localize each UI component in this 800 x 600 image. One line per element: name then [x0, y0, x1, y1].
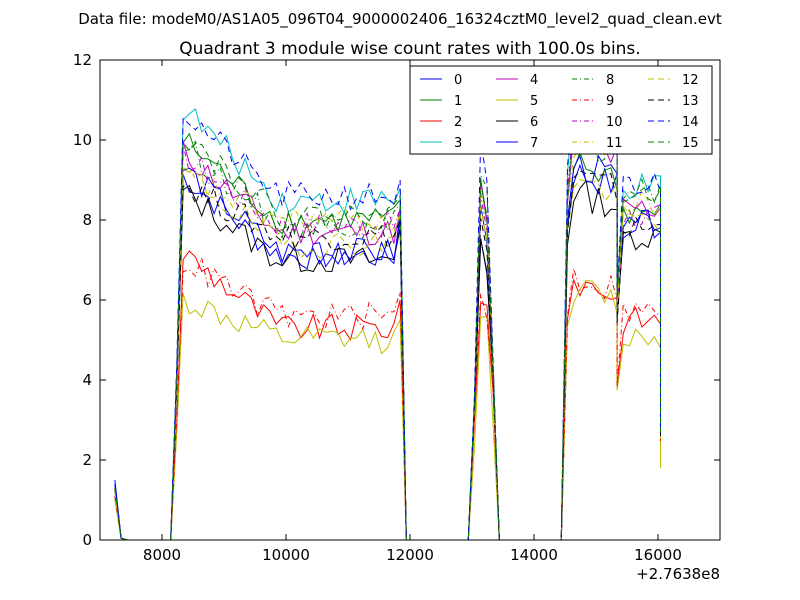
suptitle: Data file: modeM0/AS1A05_096T04_90000024…	[78, 10, 722, 29]
y-tick-label: 6	[82, 291, 92, 309]
x-tick-label: 16000	[634, 546, 682, 564]
series-line-6	[114, 179, 661, 540]
legend-label-10: 10	[606, 115, 623, 130]
legend-label-8: 8	[606, 73, 614, 88]
legend-label-11: 11	[606, 136, 623, 151]
legend-label-15: 15	[682, 136, 699, 151]
legend-label-5: 5	[530, 94, 538, 109]
series-line-13	[114, 170, 661, 540]
series-layer	[114, 89, 661, 540]
legend-label-1: 1	[454, 94, 462, 109]
y-tick-label: 0	[82, 531, 92, 549]
legend-label-9: 9	[606, 94, 614, 109]
series-line-15	[114, 129, 661, 540]
series-line-2	[114, 250, 661, 540]
y-tick-label: 4	[82, 371, 92, 389]
legend-label-0: 0	[454, 73, 462, 88]
chart-title: Quadrant 3 module wise count rates with …	[179, 39, 640, 59]
y-tick-label: 8	[82, 211, 92, 229]
legend-label-3: 3	[454, 136, 462, 151]
y-tick-label: 2	[82, 451, 92, 469]
legend-label-12: 12	[682, 73, 699, 88]
legend-label-4: 4	[530, 73, 538, 88]
x-tick-label: 12000	[386, 546, 434, 564]
series-line-12	[114, 168, 661, 540]
series-line-9	[114, 256, 661, 540]
legend-label-14: 14	[682, 115, 699, 130]
legend-label-13: 13	[682, 94, 699, 109]
x-tick-label: 8000	[143, 546, 181, 564]
series-line-10	[114, 118, 661, 540]
y-tick-label: 12	[73, 51, 92, 69]
legend-label-6: 6	[530, 115, 538, 130]
x-offset-label: +2.7638e8	[636, 565, 720, 583]
x-tick-label: 10000	[262, 546, 310, 564]
series-line-5	[114, 279, 661, 540]
y-tick-label: 10	[73, 131, 92, 149]
series-line-7	[114, 154, 661, 540]
series-line-11	[114, 141, 661, 540]
series-line-0	[114, 163, 661, 540]
legend-label-7: 7	[530, 136, 538, 151]
x-tick-label: 14000	[510, 546, 558, 564]
legend-box	[409, 65, 713, 155]
legend-label-2: 2	[454, 115, 462, 130]
plot-frame	[99, 59, 721, 541]
